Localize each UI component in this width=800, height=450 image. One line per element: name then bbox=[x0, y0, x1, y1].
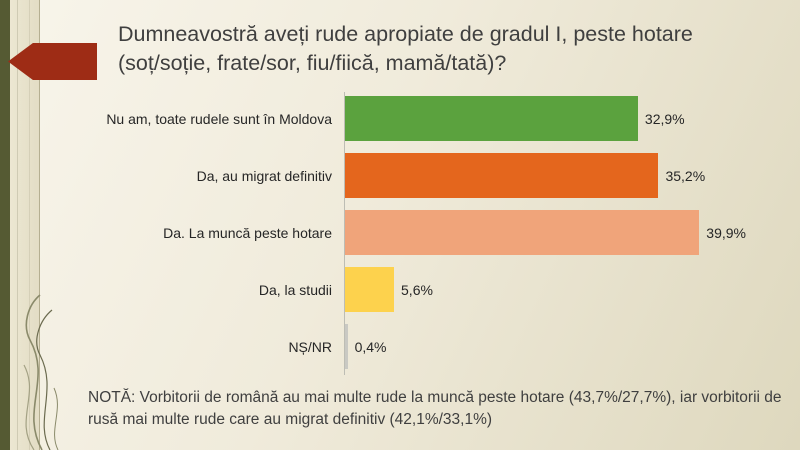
bar bbox=[344, 324, 348, 369]
bar-track: 0,4% bbox=[344, 324, 746, 369]
bar-label: Da. La muncă peste hotare bbox=[163, 224, 332, 241]
bar-chart: Nu am, toate rudele sunt în Moldova 32,9… bbox=[100, 90, 770, 377]
bar-track: 39,9% bbox=[344, 210, 746, 255]
bar-value: 39,9% bbox=[706, 224, 746, 241]
bar-value: 0,4% bbox=[354, 338, 387, 355]
bar-row: Da. La muncă peste hotare 39,9% bbox=[100, 204, 770, 261]
bar-value: 5,6% bbox=[401, 281, 433, 298]
left-olive-stripe bbox=[0, 0, 10, 450]
chart-title: Dumneavostră aveți rude apropiate de gra… bbox=[118, 22, 693, 76]
bar-row: Da, la studii 5,6% bbox=[100, 261, 770, 318]
bar-label: Da, la studii bbox=[258, 281, 332, 298]
bar bbox=[344, 210, 700, 255]
bar-value: 35,2% bbox=[665, 167, 706, 184]
left-thin-line bbox=[29, 0, 30, 450]
bar-track: 5,6% bbox=[344, 267, 746, 312]
note-text: NOTĂ: Vorbitorii de română au mai multe … bbox=[88, 389, 782, 429]
bar-track: 35,2% bbox=[344, 153, 746, 198]
left-thin-line bbox=[17, 0, 18, 450]
bar-label: Nu am, toate rudele sunt în Moldova bbox=[106, 110, 332, 127]
bar-row: NȘ/NR 0,4% bbox=[100, 318, 770, 375]
bar bbox=[344, 267, 395, 312]
bar-row: Nu am, toate rudele sunt în Moldova 32,9… bbox=[100, 90, 770, 147]
bar-label: Da, au migrat definitiv bbox=[196, 167, 332, 184]
bar bbox=[344, 153, 659, 198]
bar-track: 32,9% bbox=[344, 96, 746, 141]
bar-label: NȘ/NR bbox=[288, 338, 332, 355]
axis-line bbox=[344, 92, 345, 375]
bar bbox=[344, 96, 638, 141]
bar-row: Da, au migrat definitiv 35,2% bbox=[100, 147, 770, 204]
decorative-vines bbox=[23, 294, 59, 450]
bar-rows: Nu am, toate rudele sunt în Moldova 32,9… bbox=[100, 90, 770, 375]
bar-value: 32,9% bbox=[644, 110, 685, 127]
